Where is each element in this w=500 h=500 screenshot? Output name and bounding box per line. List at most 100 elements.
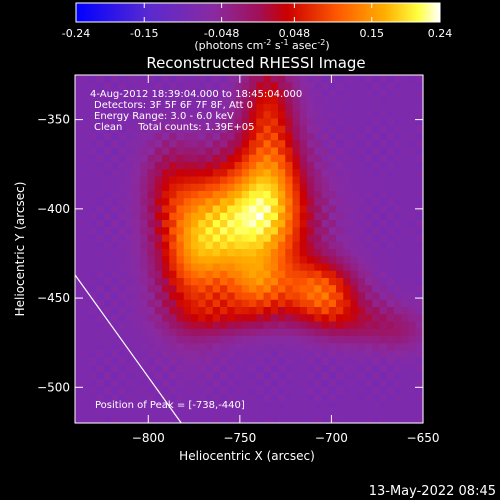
heatmap-cell: [292, 408, 301, 417]
heatmap-cell: [104, 176, 112, 185]
heatmap-cell: [299, 372, 308, 381]
heatmap-cell: [147, 125, 156, 134]
heatmap-cell: [227, 241, 236, 250]
heatmap-cell: [220, 336, 228, 344]
heatmap-cell: [220, 133, 228, 141]
heatmap-cell: [401, 147, 410, 156]
heatmap-cell: [176, 147, 185, 156]
heatmap-cell: [372, 198, 381, 207]
heatmap-cell: [183, 270, 192, 279]
colorbar-tick-label: 0.24: [428, 27, 453, 40]
heatmap-cell: [379, 89, 388, 98]
heatmap-cell: [386, 379, 395, 388]
heatmap-cell: [415, 234, 424, 243]
heatmap-cell: [401, 191, 410, 199]
heatmap-cell: [292, 365, 301, 373]
heatmap-cell: [343, 82, 352, 91]
heatmap-cell: [147, 133, 156, 141]
heatmap-cell: [256, 176, 265, 185]
heatmap-cell: [205, 82, 214, 91]
heatmap-cell: [328, 75, 337, 83]
heatmap-cell: [299, 328, 308, 337]
heatmap-cell: [227, 386, 236, 395]
heatmap-cell: [314, 328, 323, 337]
heatmap-cell: [154, 133, 163, 141]
heatmap-cell: [408, 278, 417, 286]
heatmap-cell: [176, 227, 185, 236]
heatmap-cell: [386, 328, 395, 337]
heatmap-cell: [96, 357, 105, 366]
heatmap-cell: [147, 394, 156, 402]
heatmap-cell: [314, 415, 323, 424]
heatmap-cell: [372, 104, 381, 112]
heatmap-cell: [401, 111, 410, 120]
heatmap-cell: [227, 314, 236, 323]
heatmap-cell: [357, 278, 366, 286]
heatmap-cell: [234, 96, 243, 105]
heatmap-cell: [198, 227, 207, 236]
heatmap-cell: [357, 314, 366, 323]
heatmap-cell: [278, 111, 286, 120]
heatmap-cell: [249, 234, 257, 243]
heatmap-cell: [394, 263, 402, 272]
heatmap-cell: [147, 270, 156, 279]
heatmap-cell: [154, 118, 163, 127]
heatmap-cell: [234, 125, 243, 134]
heatmap-cell: [357, 82, 366, 91]
heatmap-cell: [394, 118, 402, 127]
heatmap-cell: [415, 292, 424, 301]
heatmap-cell: [321, 104, 330, 112]
heatmap-cell: [270, 133, 279, 141]
heatmap-cell: [328, 162, 337, 170]
heatmap-cell: [263, 147, 272, 156]
heatmap-cell: [104, 386, 112, 395]
heatmap-cell: [285, 249, 294, 257]
heatmap-cell: [415, 249, 424, 257]
heatmap-cell: [357, 321, 366, 330]
heatmap-cell: [162, 292, 170, 301]
heatmap-cell: [256, 408, 265, 417]
heatmap-cell: [343, 394, 352, 402]
heatmap-cell: [372, 241, 381, 250]
heatmap-cell: [183, 169, 192, 178]
heatmap-cell: [89, 191, 98, 199]
heatmap-cell: [75, 133, 83, 141]
heatmap-cell: [386, 415, 395, 424]
heatmap-cell: [343, 256, 352, 265]
heatmap-cell: [169, 169, 178, 178]
heatmap-cell: [256, 307, 265, 315]
heatmap-cell: [169, 314, 178, 323]
heatmap-cell: [314, 401, 323, 410]
heatmap-cell: [321, 415, 330, 424]
heatmap-cell: [263, 328, 272, 337]
heatmap-cell: [220, 162, 228, 170]
heatmap-cell: [82, 270, 91, 279]
heatmap-cell: [343, 140, 352, 149]
heatmap-cell: [372, 256, 381, 265]
heatmap-cell: [401, 249, 410, 257]
heatmap-cell: [133, 372, 141, 381]
heatmap-cell: [292, 270, 301, 279]
heatmap-cell: [162, 314, 170, 323]
heatmap-cell: [169, 212, 178, 221]
heatmap-cell: [415, 212, 424, 221]
heatmap-cell: [365, 154, 373, 163]
heatmap-cell: [379, 299, 388, 308]
heatmap-cell: [299, 169, 308, 178]
heatmap-cell: [140, 125, 149, 134]
heatmap-cell: [278, 183, 286, 192]
heatmap-cell: [263, 350, 272, 359]
heatmap-cell: [365, 263, 373, 272]
heatmap-cell: [125, 256, 134, 265]
heatmap-cell: [191, 241, 199, 250]
heatmap-cell: [394, 89, 402, 98]
heatmap-cell: [89, 133, 98, 141]
heatmap-cell: [198, 350, 207, 359]
heatmap-cell: [307, 82, 315, 91]
heatmap-cell: [176, 241, 185, 250]
heatmap-cell: [220, 249, 228, 257]
heatmap-cell: [285, 227, 294, 236]
heatmap-cell: [278, 241, 286, 250]
heatmap-cell: [299, 249, 308, 257]
heatmap-cell: [147, 220, 156, 228]
